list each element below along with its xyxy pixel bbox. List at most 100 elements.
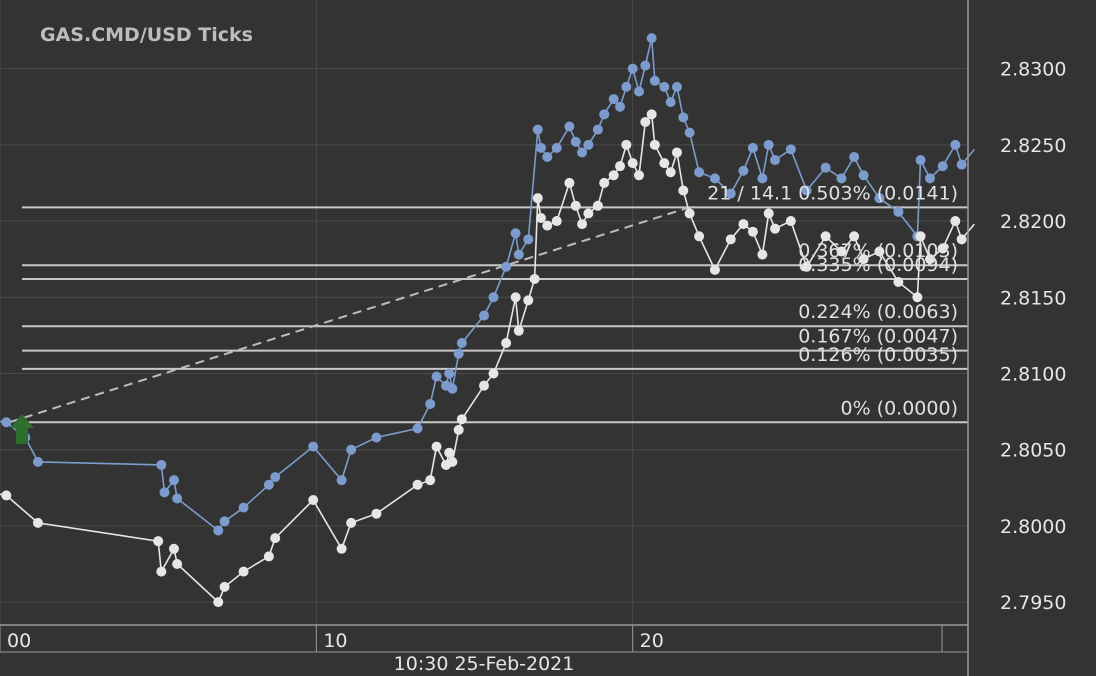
ask-point	[172, 493, 183, 504]
ask-point	[444, 368, 455, 379]
bid-point	[608, 170, 619, 181]
ask-point	[608, 94, 619, 105]
bid-point	[412, 479, 423, 490]
bid-point	[346, 517, 357, 528]
ask-point	[551, 142, 562, 153]
buy-arrow-icon	[10, 413, 34, 444]
bid-point	[665, 167, 676, 178]
bid-point	[263, 551, 274, 562]
ask-point	[523, 234, 534, 245]
ask-point	[592, 124, 603, 135]
ask-point	[665, 97, 676, 108]
ask-point	[431, 371, 442, 382]
bid-point	[213, 597, 224, 608]
bid-point	[336, 543, 347, 554]
bid-point	[1, 490, 12, 501]
fib-level-label: 0.167% (0.0047)	[798, 326, 958, 348]
bid-point	[849, 231, 860, 242]
ask-point	[371, 432, 382, 443]
bid-point	[678, 185, 689, 196]
ask-point	[615, 101, 626, 112]
ask-point	[950, 139, 961, 150]
ask-point	[213, 525, 224, 536]
bid-point	[747, 226, 758, 237]
ask-point	[725, 188, 736, 199]
ask-point	[510, 228, 521, 239]
bid-point	[513, 325, 524, 336]
bid-point	[709, 264, 720, 275]
bid-point	[801, 261, 812, 272]
bid-point	[763, 208, 774, 219]
bid-point	[172, 559, 183, 570]
ask-point	[649, 75, 660, 86]
ask-point	[627, 63, 638, 74]
bid-point	[684, 208, 695, 219]
bid-point	[738, 219, 749, 230]
ask-point	[849, 152, 860, 163]
bid-point	[820, 231, 831, 242]
ask-point	[156, 459, 167, 470]
bid-point	[510, 292, 521, 303]
bid-point	[956, 234, 967, 245]
bid-point	[615, 161, 626, 172]
bid-point	[564, 177, 575, 188]
bid-point	[535, 212, 546, 223]
chart-title: GAS.CMD/USD Ticks	[40, 24, 253, 46]
ask-point	[709, 173, 720, 184]
grid	[0, 0, 968, 625]
bid-point	[444, 447, 455, 458]
bid-point	[874, 246, 885, 257]
bid-point	[915, 231, 926, 242]
fib-level-label: 21 / 14.1 0.503% (0.0141)	[707, 182, 958, 204]
bid-point	[523, 295, 534, 306]
ask-point	[757, 173, 768, 184]
ask-point	[694, 167, 705, 178]
bid-point	[640, 116, 651, 127]
bid-point	[836, 246, 847, 257]
bid-point	[551, 216, 562, 227]
bid-point	[785, 216, 796, 227]
bid-point	[479, 380, 489, 391]
ask-point	[956, 159, 967, 170]
bid-point	[893, 277, 904, 288]
ask-point	[836, 173, 847, 184]
ask-point	[570, 136, 581, 147]
bid-point	[32, 517, 43, 528]
bid-point	[456, 414, 467, 425]
bid-point	[925, 254, 936, 265]
bid-point	[912, 292, 923, 303]
bid-point	[757, 249, 768, 260]
ask-point	[32, 456, 43, 467]
bid-point	[501, 337, 512, 348]
ask-point	[640, 60, 651, 71]
fib-level-label: 0% (0.0000)	[841, 397, 959, 419]
ask-point	[659, 81, 670, 92]
y-tick-label: 2.8100	[1000, 363, 1066, 385]
bid-point	[592, 200, 603, 211]
ask-point	[671, 81, 682, 92]
bid-point	[671, 147, 682, 158]
ask-point	[488, 292, 499, 303]
ask-point	[542, 152, 553, 163]
ask-point	[479, 310, 489, 321]
ask-point	[738, 165, 749, 176]
ask-point	[874, 193, 885, 204]
ask-point	[763, 139, 774, 150]
y-tick-label: 2.8050	[1000, 440, 1066, 462]
bid-point	[858, 254, 869, 265]
bid-point	[238, 566, 249, 577]
ask-point	[425, 398, 436, 409]
ask-point	[634, 86, 645, 97]
y-tick-label: 2.7950	[1000, 592, 1066, 614]
ask-point	[453, 348, 464, 359]
ask-point	[270, 472, 281, 483]
ask-point	[599, 109, 610, 120]
y-tick-label: 2.8300	[1000, 59, 1066, 81]
bid-point	[937, 243, 948, 254]
ask-point	[412, 423, 423, 434]
x-tick-label: 10	[323, 630, 347, 652]
ask-point	[219, 516, 230, 527]
bid-point	[488, 368, 499, 379]
